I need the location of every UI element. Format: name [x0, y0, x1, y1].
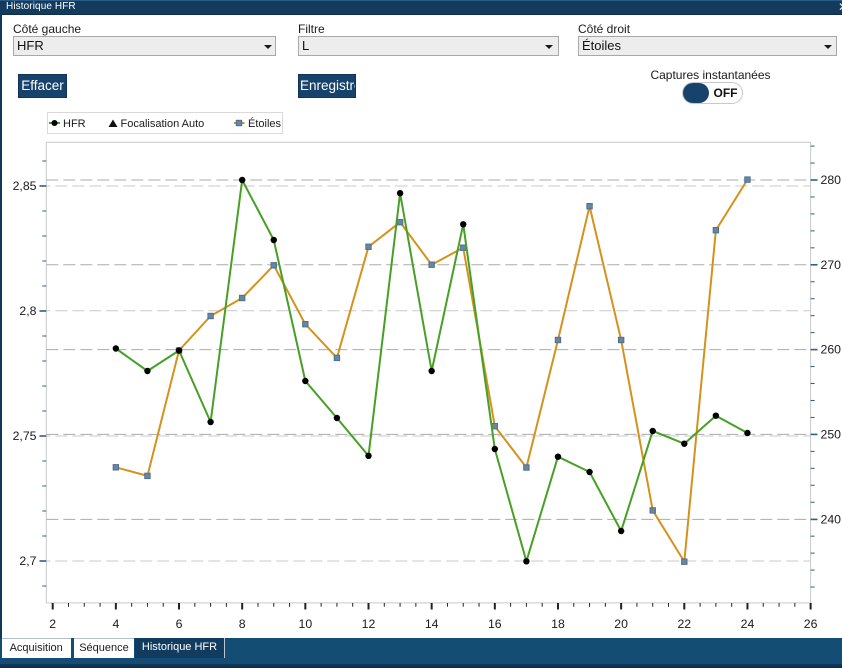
svg-text:Focalisation Auto: Focalisation Auto	[121, 118, 205, 130]
svg-text:16: 16	[488, 617, 502, 631]
svg-text:4: 4	[112, 617, 119, 631]
svg-text:8: 8	[239, 617, 246, 631]
svg-text:2,7: 2,7	[19, 554, 36, 568]
svg-text:250: 250	[821, 427, 842, 441]
svg-text:22: 22	[677, 617, 691, 631]
svg-text:12: 12	[362, 617, 376, 631]
svg-text:18: 18	[551, 617, 565, 631]
svg-text:280: 280	[821, 173, 842, 187]
svg-text:240: 240	[821, 512, 842, 526]
svg-text:20: 20	[614, 617, 628, 631]
svg-text:6: 6	[176, 617, 183, 631]
svg-text:2,75: 2,75	[13, 429, 37, 443]
svg-text:2,8: 2,8	[19, 304, 36, 318]
svg-text:Étoiles: Étoiles	[248, 117, 282, 130]
svg-text:14: 14	[425, 617, 439, 631]
svg-text:270: 270	[821, 258, 842, 272]
svg-text:HFR: HFR	[63, 118, 86, 130]
svg-text:2: 2	[49, 617, 56, 631]
svg-text:24: 24	[741, 617, 755, 631]
svg-text:260: 260	[821, 343, 842, 357]
svg-text:10: 10	[298, 617, 312, 631]
svg-text:2,85: 2,85	[13, 179, 37, 193]
svg-text:26: 26	[804, 617, 818, 631]
